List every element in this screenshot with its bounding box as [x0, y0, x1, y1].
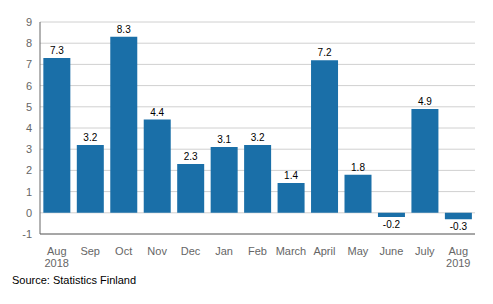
svg-text:Aug2019: Aug2019 — [446, 245, 470, 270]
svg-text:8.3: 8.3 — [117, 24, 131, 35]
svg-text:Nov: Nov — [147, 245, 167, 257]
svg-text:3.2: 3.2 — [251, 132, 265, 143]
svg-text:9: 9 — [26, 16, 32, 28]
html-text:Source: Statistics Finland: Source: Statistics Finland — [12, 274, 137, 286]
svg-text:June: June — [379, 245, 403, 257]
svg-text:3: 3 — [26, 143, 32, 155]
svg-text:4.9: 4.9 — [418, 96, 432, 107]
svg-text:-1: -1 — [22, 228, 32, 240]
svg-text:1.4: 1.4 — [284, 170, 298, 181]
svg-text:Dec: Dec — [181, 245, 201, 257]
svg-text:3.2: 3.2 — [83, 132, 97, 143]
svg-text:4: 4 — [26, 122, 32, 134]
svg-text:May: May — [347, 245, 368, 257]
svg-text:Oct: Oct — [115, 245, 132, 257]
svg-text:8: 8 — [26, 37, 32, 49]
svg-text:4.4: 4.4 — [150, 107, 164, 118]
svg-text:7.2: 7.2 — [318, 47, 332, 58]
svg-text:3.1: 3.1 — [217, 134, 231, 145]
svg-text:2: 2 — [26, 164, 32, 176]
svg-text:Jan: Jan — [215, 245, 233, 257]
svg-text:-0.2: -0.2 — [383, 219, 401, 230]
svg-text:5: 5 — [26, 101, 32, 113]
svg-text:7.3: 7.3 — [50, 45, 64, 56]
svg-text:2.3: 2.3 — [184, 151, 198, 162]
svg-text:1: 1 — [26, 186, 32, 198]
svg-text:7: 7 — [26, 58, 32, 70]
svg-text:1.8: 1.8 — [351, 162, 365, 173]
svg-text:March: March — [276, 245, 307, 257]
svg-text:6: 6 — [26, 80, 32, 92]
svg-text:April: April — [313, 245, 335, 257]
svg-text:0: 0 — [26, 207, 32, 219]
svg-text:Aug2018: Aug2018 — [44, 245, 68, 270]
svg-text:Feb: Feb — [248, 245, 267, 257]
svg-text:July: July — [415, 245, 435, 257]
svg-text:Sep: Sep — [80, 245, 100, 257]
svg-text:-0.3: -0.3 — [450, 221, 468, 232]
